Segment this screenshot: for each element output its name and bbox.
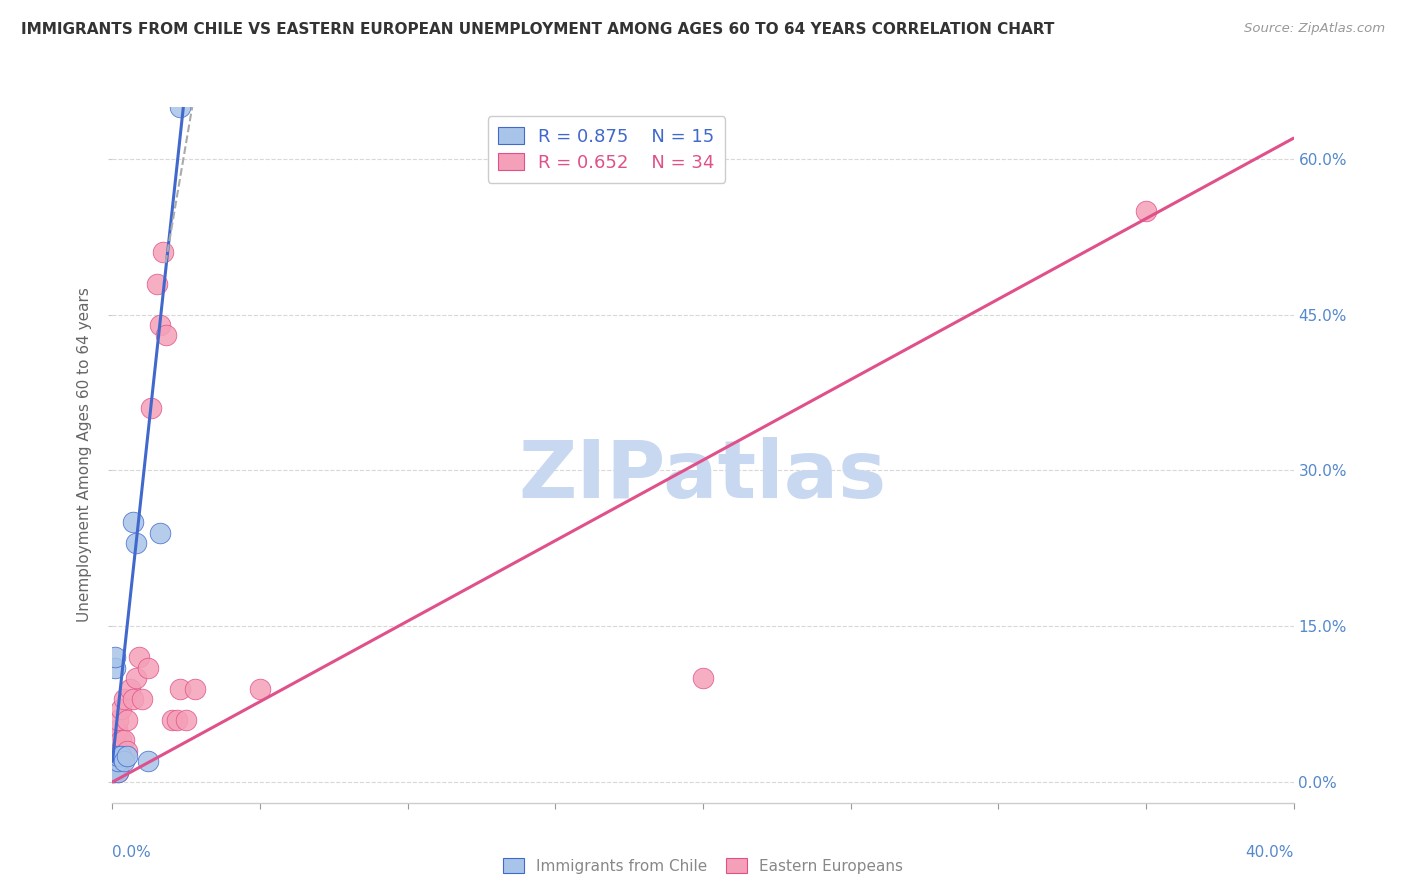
Point <box>125 536 148 550</box>
Point <box>152 245 174 260</box>
Point <box>692 671 714 685</box>
Point <box>104 661 127 675</box>
Point <box>110 754 132 768</box>
Y-axis label: Unemployment Among Ages 60 to 64 years: Unemployment Among Ages 60 to 64 years <box>77 287 93 623</box>
Point <box>122 692 145 706</box>
Point <box>136 754 159 768</box>
Point <box>155 328 177 343</box>
Point <box>105 754 128 768</box>
Point <box>125 671 148 685</box>
Point <box>117 744 138 758</box>
Legend: Immigrants from Chile, Eastern Europeans: Immigrants from Chile, Eastern Europeans <box>496 852 910 880</box>
Point <box>149 525 172 540</box>
Text: 0.0%: 0.0% <box>112 845 152 860</box>
Point <box>139 401 162 416</box>
Point <box>169 681 191 696</box>
Point <box>103 764 125 779</box>
Point <box>122 516 145 530</box>
Point <box>107 754 129 768</box>
Point <box>131 692 153 706</box>
Point <box>112 733 135 747</box>
Point <box>184 681 207 696</box>
Point <box>105 754 128 768</box>
Point <box>1135 203 1157 218</box>
Point <box>174 713 197 727</box>
Point <box>120 681 142 696</box>
Point <box>128 650 150 665</box>
Point <box>110 733 132 747</box>
Point <box>110 749 132 764</box>
Point <box>112 692 135 706</box>
Legend: R = 0.875    N = 15, R = 0.652    N = 34: R = 0.875 N = 15, R = 0.652 N = 34 <box>488 116 725 183</box>
Point <box>107 749 129 764</box>
Point <box>169 100 191 114</box>
Point <box>103 764 125 779</box>
Point <box>146 277 169 291</box>
Point <box>117 749 138 764</box>
Point <box>149 318 172 332</box>
Point <box>249 681 271 696</box>
Point <box>117 713 138 727</box>
Point <box>107 764 129 779</box>
Point <box>104 754 127 768</box>
Point <box>136 661 159 675</box>
Point <box>107 764 129 779</box>
Point <box>160 713 183 727</box>
Point <box>104 733 127 747</box>
Point <box>110 702 132 716</box>
Text: IMMIGRANTS FROM CHILE VS EASTERN EUROPEAN UNEMPLOYMENT AMONG AGES 60 TO 64 YEARS: IMMIGRANTS FROM CHILE VS EASTERN EUROPEA… <box>21 22 1054 37</box>
Point <box>107 713 129 727</box>
Text: Source: ZipAtlas.com: Source: ZipAtlas.com <box>1244 22 1385 36</box>
Text: 40.0%: 40.0% <box>1246 845 1294 860</box>
Point <box>104 650 127 665</box>
Point <box>166 713 188 727</box>
Text: ZIPatlas: ZIPatlas <box>519 437 887 515</box>
Point <box>105 723 128 738</box>
Point <box>107 744 129 758</box>
Point <box>112 754 135 768</box>
